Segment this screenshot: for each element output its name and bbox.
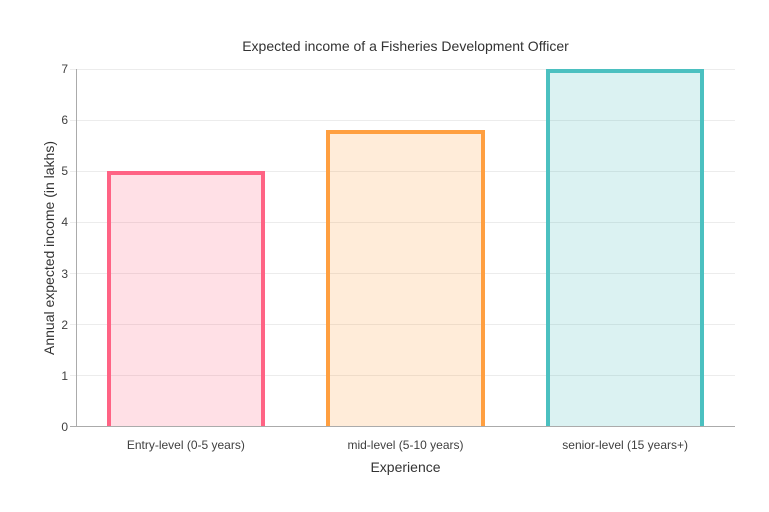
x-axis-title: Experience bbox=[370, 459, 441, 475]
gridline-y-2 bbox=[70, 324, 735, 326]
plot-area bbox=[70, 68, 735, 427]
y-tick-label: 1 bbox=[61, 368, 68, 383]
x-tick-label: senior-level (15 years+) bbox=[562, 438, 689, 452]
bar-mid-level[interactable] bbox=[326, 130, 485, 427]
gridline-y-3 bbox=[70, 273, 735, 275]
bar-senior-level[interactable] bbox=[546, 69, 705, 427]
y-tick-label: 3 bbox=[61, 266, 68, 281]
gridline-y-6 bbox=[70, 119, 735, 121]
x-axis-line bbox=[70, 426, 735, 427]
y-axis-line bbox=[76, 69, 77, 427]
gridline-y-4 bbox=[70, 221, 735, 223]
y-tick-label: 2 bbox=[61, 317, 68, 332]
gridline-y-7 bbox=[70, 68, 735, 70]
y-tick-label: 5 bbox=[61, 164, 68, 179]
y-tick-label: 6 bbox=[61, 113, 68, 128]
gridline-y-5 bbox=[70, 170, 735, 172]
gridline-y-1 bbox=[70, 375, 735, 377]
x-tick-label: Entry-level (0-5 years) bbox=[126, 438, 245, 452]
y-tick-label: 7 bbox=[61, 62, 68, 76]
chart-title: Expected income of a Fisheries Developme… bbox=[242, 38, 569, 54]
y-tick-label: 0 bbox=[61, 420, 68, 434]
bar-entry-level[interactable] bbox=[106, 171, 265, 427]
y-tick-label: 4 bbox=[61, 215, 68, 230]
x-tick-label: mid-level (5-10 years) bbox=[347, 438, 464, 452]
